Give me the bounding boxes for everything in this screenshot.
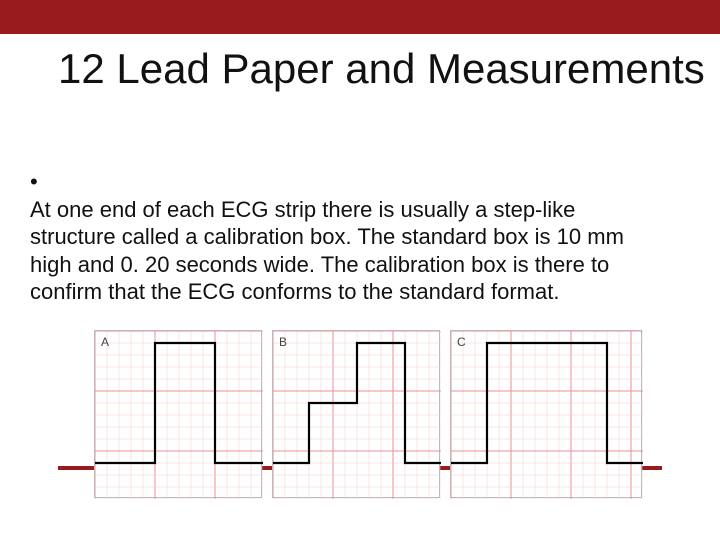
bullet-dot: • — [30, 168, 48, 196]
ecg-panel-c: C — [450, 330, 642, 498]
body-text: • At one end of each ECG strip there is … — [30, 168, 680, 306]
bullet-text: At one end of each ECG strip there is us… — [30, 196, 660, 306]
ecg-panel-a: A — [94, 330, 262, 498]
panel-label: C — [457, 335, 466, 349]
ecg-panel-b: B — [272, 330, 440, 498]
panel-label: B — [279, 335, 287, 349]
ecg-calibration-figure: A B C — [94, 330, 626, 498]
slide-title: 12 Lead Paper and Measurements — [58, 46, 705, 92]
panel-label: A — [101, 335, 109, 349]
header-accent-bar — [0, 0, 720, 34]
